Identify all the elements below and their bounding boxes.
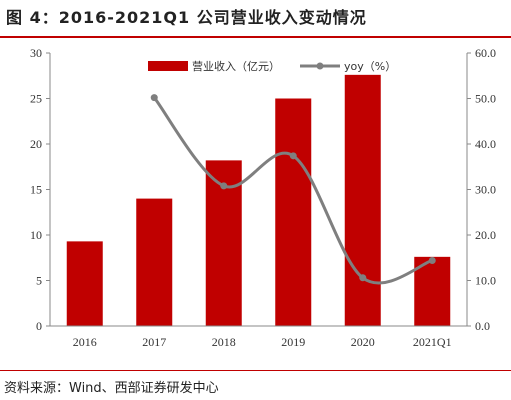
yoy-point [220, 182, 228, 190]
legend: 营业收入（亿元） yoy（%） [148, 59, 396, 73]
bar-2019 [275, 98, 312, 326]
right-tick-label: 10.0 [475, 274, 496, 288]
yoy-point [289, 152, 297, 160]
right-tick-label: 60.0 [475, 46, 496, 60]
yoy-point [359, 274, 367, 282]
right-tick-label: 0.0 [475, 319, 490, 333]
legend-line-marker [316, 62, 324, 70]
legend-bar-swatch [148, 61, 188, 71]
x-tick-label: 2016 [73, 335, 97, 349]
title-divider [0, 36, 511, 38]
figure-title: 图 4：2016-2021Q1 公司营业收入变动情况 [6, 8, 367, 27]
x-tick-label: 2019 [281, 335, 305, 349]
yoy-point [150, 94, 158, 102]
yoy-point [428, 256, 436, 264]
left-tick-label: 30 [30, 46, 42, 60]
legend-line-label: yoy（%） [344, 60, 396, 73]
left-tick-label: 0 [36, 319, 42, 333]
yoy-line-layer [150, 94, 436, 285]
left-tick-label: 10 [30, 228, 42, 242]
bar-2017 [136, 198, 173, 326]
right-tick-label: 20.0 [475, 228, 496, 242]
right-tick-label: 40.0 [475, 137, 496, 151]
axes-layer: 0 5 10 15 20 25 30 0.0 10.0 20.0 30.0 40.0 50.0 60.0 2… [30, 46, 496, 349]
bar-2016 [66, 241, 103, 326]
x-tick-label: 2021Q1 [413, 335, 452, 349]
left-tick-label: 5 [36, 274, 42, 288]
bar-2021Q1 [414, 256, 451, 326]
legend-bar-label: 营业收入（亿元） [192, 59, 280, 73]
source-divider [0, 370, 511, 371]
left-tick-label: 25 [30, 92, 42, 106]
right-tick-label: 30.0 [475, 183, 496, 197]
x-tick-label: 2017 [142, 335, 166, 349]
left-tick-label: 20 [30, 137, 42, 151]
bars-layer [66, 74, 451, 326]
source-note: 资料来源：Wind、西部证券研发中心 [4, 381, 219, 396]
left-tick-label: 15 [30, 183, 42, 197]
bar-2020 [344, 74, 381, 326]
right-tick-label: 50.0 [475, 92, 496, 106]
x-tick-label: 2020 [351, 335, 375, 349]
x-tick-label: 2018 [212, 335, 236, 349]
